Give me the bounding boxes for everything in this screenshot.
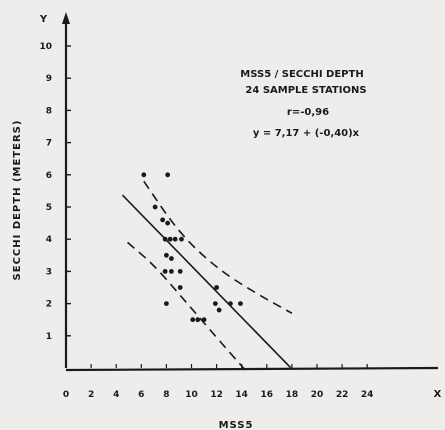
data-point: [152, 204, 158, 210]
x-tick-label: 8: [163, 390, 169, 400]
y-tick-label: 6: [46, 171, 52, 181]
y-tick-label: 3: [46, 267, 52, 277]
data-point: [167, 236, 173, 242]
data-point: [238, 301, 243, 306]
data-point: [201, 317, 207, 323]
data-point: [169, 256, 174, 261]
data-point: [165, 220, 171, 226]
data-point: [141, 172, 147, 178]
y-tick-label: 4: [46, 235, 52, 245]
data-point: [165, 172, 171, 178]
x-tick-label: 12: [210, 390, 223, 400]
data-point: [179, 236, 184, 242]
data-points: [141, 172, 243, 323]
data-point: [177, 285, 183, 290]
axes: [62, 12, 439, 372]
data-point: [164, 301, 169, 306]
confidence-band-lower: [126, 241, 250, 375]
y-tick-label: 8: [46, 106, 52, 116]
x-tick-label: 10: [185, 390, 198, 400]
annotation-stations: 24 SAMPLE STATIONS: [245, 85, 366, 96]
y-tick-label: 2: [46, 300, 52, 310]
data-point: [160, 217, 166, 223]
data-point: [216, 307, 222, 313]
x-axis-letter: X: [434, 389, 443, 400]
data-point: [169, 269, 174, 274]
x-tick-label: 22: [336, 390, 349, 400]
data-point: [214, 285, 220, 290]
x-tick-label: 18: [286, 390, 299, 400]
data-point: [162, 236, 168, 242]
data-point: [162, 269, 168, 274]
x-tick-label: 0: [63, 390, 69, 400]
data-point: [172, 236, 178, 242]
x-axis-line: [65, 366, 439, 372]
x-axis-title: MSS5: [219, 420, 254, 430]
y-axis-title: SECCHI DEPTH (METERS): [12, 120, 23, 281]
data-point: [212, 301, 218, 306]
y-axis-arrow: [62, 12, 70, 24]
data-point: [228, 301, 233, 306]
x-tick-label: 16: [261, 390, 274, 400]
x-tick-label: 6: [138, 390, 144, 400]
annotation-title: MSS5 / SECCHI DEPTH: [240, 69, 363, 80]
x-tick-label: 20: [311, 390, 324, 400]
y-tick-label: 7: [46, 139, 52, 149]
regression-line: [121, 194, 292, 369]
x-tick-label: 4: [113, 390, 119, 400]
y-tick-label: 10: [39, 42, 52, 52]
y-tick-label: 9: [46, 74, 52, 84]
x-tick-label: 14: [235, 390, 248, 400]
y-tick-label: 5: [46, 203, 52, 213]
chart-text: Y X MSS5 SECCHI DEPTH (METERS) MSS5 / SE…: [12, 14, 443, 430]
y-axis-letter: Y: [39, 14, 48, 25]
data-point: [177, 269, 183, 274]
annotation-equation: y = 7,17 + (-0,40)x: [253, 128, 360, 139]
annotation-r: r=-0,96: [287, 107, 329, 118]
x-tick-label: 2: [88, 390, 94, 400]
data-point: [190, 317, 196, 323]
fit-curves: [121, 180, 293, 375]
x-tick-label: 24: [361, 390, 374, 400]
confidence-band-upper: [143, 180, 293, 314]
data-point: [164, 252, 169, 258]
data-point: [195, 317, 201, 323]
y-tick-label: 1: [46, 332, 52, 342]
